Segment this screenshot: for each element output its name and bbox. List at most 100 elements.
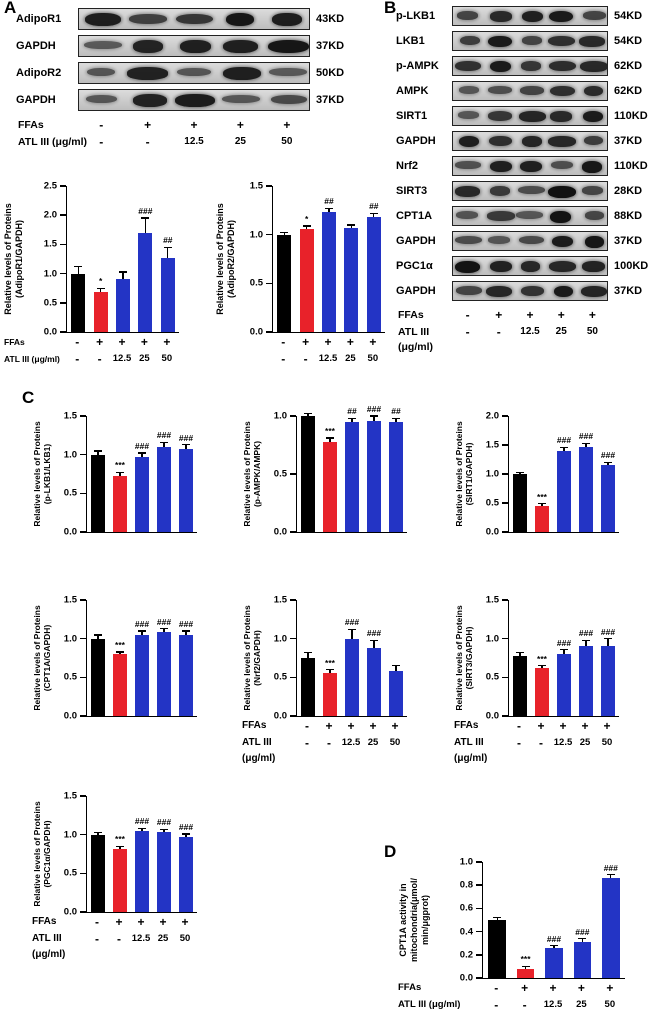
bar xyxy=(157,446,171,532)
blot-band xyxy=(126,67,169,80)
y-axis-label-text: Relative levels of Proteins (SIRT3/GAPDH) xyxy=(454,605,474,710)
x-axis-value: + xyxy=(549,980,557,995)
x-axis-value: + xyxy=(325,718,333,733)
error-bar-cap xyxy=(74,265,83,268)
y-tick-label: 0.0 xyxy=(63,710,77,722)
significance-label: ### xyxy=(556,435,572,446)
bar xyxy=(601,465,615,532)
bar xyxy=(113,654,127,716)
y-tick: 0.5 xyxy=(274,672,296,683)
x-axis-value: + xyxy=(606,980,614,995)
x-axis-value: 50 xyxy=(367,352,379,364)
x-axis-row: FFAs - + + + + xyxy=(454,717,618,734)
y-tick: 1.0 xyxy=(486,469,508,480)
blot-band xyxy=(486,286,513,297)
bar-chart-nrf2: Relative levels of Proteins (Nrf2/GAPDH) 0… xyxy=(240,586,407,765)
blot-band xyxy=(548,136,576,147)
chart-plot-area: Relative levels of Proteins (Nrf2/GAPDH) 0… xyxy=(242,595,407,722)
blot-band xyxy=(458,135,480,148)
blot-band xyxy=(87,67,115,77)
y-tick-label: 0.4 xyxy=(459,926,473,938)
blot-band xyxy=(549,61,577,72)
y-tick-label: 1.5 xyxy=(249,180,263,192)
y-tick: 0.4 xyxy=(460,926,482,937)
y-tick-label: 1.0 xyxy=(249,229,263,241)
y-tick: 0.0 xyxy=(64,907,86,918)
protein-label: GAPDH xyxy=(396,235,436,247)
error-bar xyxy=(329,438,331,445)
error-bar-cap xyxy=(138,452,146,454)
y-tick: 0.5 xyxy=(64,672,86,683)
error-bar-cap xyxy=(516,651,524,654)
y-tick-label: 0.6 xyxy=(459,902,473,914)
panel-label-B: B xyxy=(384,0,397,17)
y-tick: 1.0 xyxy=(64,449,86,460)
blot-band xyxy=(455,286,482,295)
protein-label: GAPDH xyxy=(396,285,436,297)
y-tick-label: 1.0 xyxy=(459,856,473,868)
y-axis-label: CPT1A activity in mitochondria(μmol/min/μ… xyxy=(395,862,432,978)
y-tick: 0.0 xyxy=(274,711,296,722)
x-axis-row: (μg/ml) xyxy=(454,751,618,765)
y-tick: 0.2 xyxy=(460,949,482,960)
bar xyxy=(367,647,381,716)
treatment-value: 25 xyxy=(234,135,246,147)
y-axis-label-text: Relative levels of Proteins (PGC1α/GAPDH) xyxy=(32,801,52,906)
molecular-weight-label: 110KD xyxy=(614,160,648,172)
molecular-weight-label: 110KD xyxy=(614,110,648,122)
error-bar-cap xyxy=(304,413,312,415)
molecular-weight-label: 62KD xyxy=(614,85,643,97)
y-tick-label: 0.0 xyxy=(273,710,287,722)
x-axis-row: FFAs - + + + + xyxy=(4,333,178,350)
treatment-value: + xyxy=(283,117,291,132)
y-tick: 0.8 xyxy=(460,880,482,891)
error-bar-cap xyxy=(94,831,102,834)
y-tick-label: 0.5 xyxy=(63,867,77,879)
bar xyxy=(157,831,171,912)
blot-band xyxy=(520,286,545,297)
significance-label: ### xyxy=(178,618,194,629)
x-axis-value: 25 xyxy=(576,998,587,1010)
y-tick: 0.5 xyxy=(486,498,508,509)
x-axis-value: + xyxy=(159,914,167,929)
error-bar-cap xyxy=(163,246,172,249)
blot-row: PGC1α 100KD xyxy=(396,256,648,276)
error-bar-cap xyxy=(138,827,146,830)
x-axis-value: - xyxy=(517,718,521,733)
y-axis-label-line: Relative levels of Proteins xyxy=(453,605,464,711)
significance-label: ### xyxy=(600,450,616,461)
blot-strip xyxy=(452,106,608,126)
molecular-weight-label: 37KD xyxy=(316,94,345,106)
blot-row: GAPDH 37KD xyxy=(396,281,648,301)
blot-band xyxy=(84,13,122,26)
blot-band xyxy=(519,111,546,122)
y-tick: 1.5 xyxy=(274,595,296,606)
y-tick-label: 2.0 xyxy=(485,410,499,422)
bar xyxy=(513,655,527,716)
molecular-weight-label: 28KD xyxy=(614,185,643,197)
significance-label: ## xyxy=(347,406,357,417)
bar xyxy=(545,947,563,978)
bar xyxy=(579,446,593,532)
y-tick-label: 1.0 xyxy=(43,268,57,280)
blot-band xyxy=(133,40,163,53)
y-tick: 0.5 xyxy=(64,868,86,879)
x-axis-value: - xyxy=(522,997,527,1012)
molecular-weight-label: 62KD xyxy=(614,60,643,72)
error-bar-cap xyxy=(138,630,146,632)
blot-band xyxy=(582,186,604,195)
x-axis-value: - xyxy=(75,351,80,366)
y-tick-label: 0.5 xyxy=(273,671,287,683)
error-bar-cap xyxy=(370,415,378,417)
x-axis-row: ATL III - -12.5 25 50 xyxy=(32,930,196,947)
x-axis-value: + xyxy=(346,334,354,349)
error-bar-cap xyxy=(160,828,168,830)
y-tick-label: 0.8 xyxy=(459,879,473,891)
error-bar-cap xyxy=(560,648,568,651)
treatment-value: - xyxy=(465,324,470,339)
y-tick-label: 0.5 xyxy=(249,277,263,289)
y-tick-label: 1.0 xyxy=(485,468,499,480)
error-bar-cap xyxy=(160,627,168,630)
bar xyxy=(179,837,193,912)
blot-band xyxy=(458,86,480,94)
